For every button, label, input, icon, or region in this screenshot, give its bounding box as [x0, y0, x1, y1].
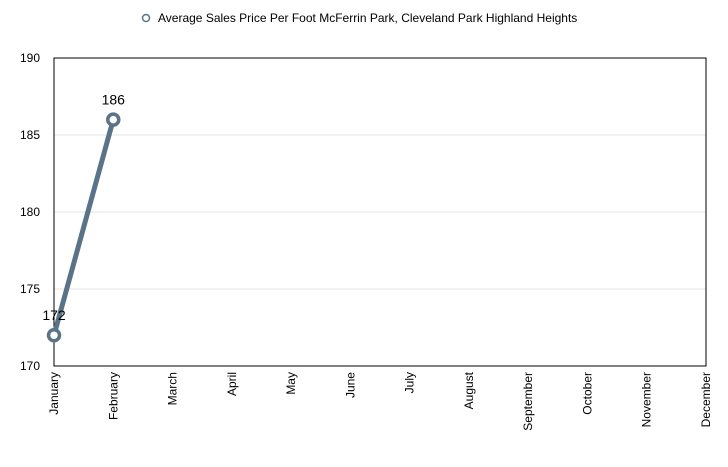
x-tick-label: November — [640, 372, 654, 427]
x-tick-label: January — [47, 372, 61, 415]
x-tick-label: April — [225, 372, 239, 396]
gridlines — [54, 134, 706, 290]
x-tick-label: October — [580, 372, 594, 415]
y-axis: 170 175 180 185 190 — [20, 51, 40, 373]
x-axis: January February March April May June July Augu… — [47, 371, 713, 430]
y-tick-label: 170 — [20, 359, 40, 373]
plot-area — [53, 57, 707, 367]
data-point — [106, 112, 121, 127]
x-tick-label: February — [106, 372, 120, 420]
x-tick-label: December — [699, 372, 713, 427]
y-tick-label: 175 — [20, 282, 40, 296]
data-point — [46, 327, 62, 343]
x-tick-label: June — [343, 372, 357, 398]
x-tick-label: July — [403, 372, 417, 393]
x-tick-label: May — [284, 372, 298, 395]
x-tick-label: March — [166, 372, 180, 405]
x-tick-label: September — [521, 372, 535, 431]
y-tick-label: 190 — [20, 51, 40, 65]
legend: Average Sales Price Per Foot McFerrin Pa… — [141, 11, 577, 25]
x-tick-label: August — [462, 371, 476, 409]
y-tick-label: 185 — [20, 128, 40, 142]
legend-marker — [141, 13, 151, 23]
legend-label: Average Sales Price Per Foot McFerrin Pa… — [158, 11, 577, 25]
data-label: 186 — [102, 92, 126, 108]
y-tick-label: 180 — [20, 205, 40, 219]
data-label: 172 — [42, 307, 66, 323]
series-layer: 172 186 — [42, 92, 126, 343]
series-line — [51, 117, 116, 338]
